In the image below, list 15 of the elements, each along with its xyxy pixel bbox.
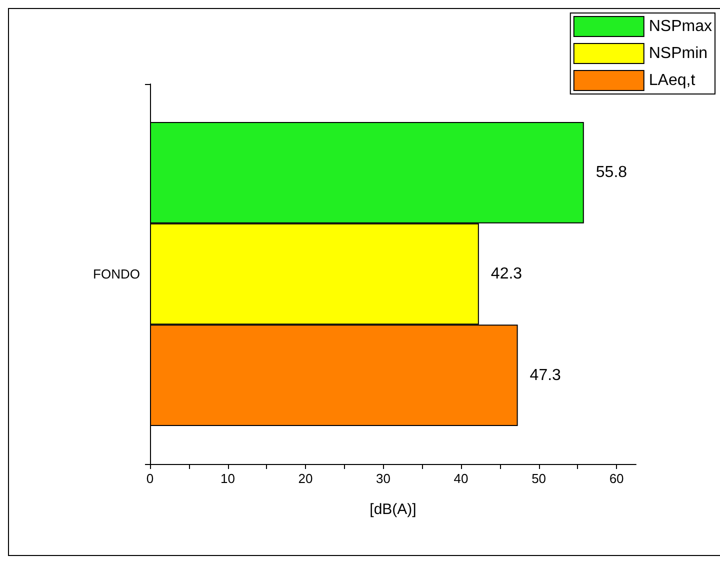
x-tick-label: 30 <box>376 471 391 486</box>
x-tick-label: 20 <box>298 471 313 486</box>
x-tick-label: 40 <box>454 471 468 486</box>
x-tick-label: 60 <box>609 471 624 486</box>
x-tick-label: 50 <box>532 471 546 486</box>
data-label: 55.8 <box>596 164 628 182</box>
data-label: 47.3 <box>530 366 562 384</box>
legend-label: NSPmin <box>648 45 708 62</box>
y-tick-label: FONDO <box>93 266 140 282</box>
x-tick-label: 10 <box>220 471 235 486</box>
legend-label: NSPmax <box>648 18 712 35</box>
legend-label: LAeq,t <box>648 72 696 89</box>
x-axis-title: [dB(A)] <box>370 501 416 518</box>
x-tick-label: 0 <box>146 471 154 486</box>
data-label: 42.3 <box>490 266 522 282</box>
